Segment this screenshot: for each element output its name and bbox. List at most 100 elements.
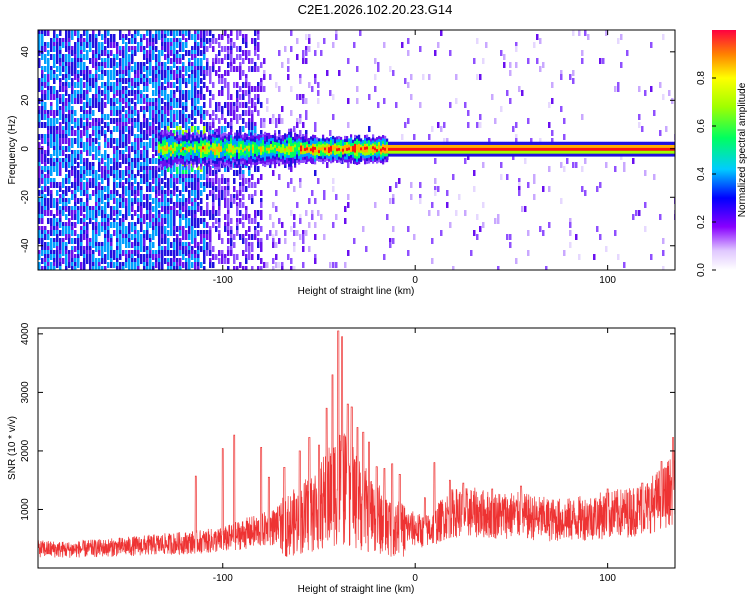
heatmap-cell bbox=[248, 226, 251, 232]
ridge-cell bbox=[298, 158, 301, 162]
ridge-cell bbox=[242, 146, 245, 150]
heatmap-cell bbox=[239, 162, 242, 168]
heatmap-cell bbox=[230, 50, 233, 56]
ridge-cell bbox=[234, 144, 237, 148]
heatmap-cell bbox=[128, 202, 131, 208]
heatmap-cell bbox=[476, 234, 479, 240]
ridge-cell bbox=[216, 152, 219, 156]
heatmap-cell bbox=[215, 54, 218, 60]
heatmap-cell bbox=[203, 246, 206, 252]
ridge-cell bbox=[246, 151, 249, 155]
ridge-cell bbox=[224, 138, 227, 142]
heatmap-cell bbox=[116, 110, 119, 116]
heatmap-cell bbox=[179, 226, 182, 232]
heatmap-cell bbox=[191, 62, 194, 68]
heatmap-cell bbox=[257, 110, 260, 116]
heatmap-cell bbox=[131, 202, 134, 208]
heatmap-cell bbox=[110, 254, 113, 260]
heatmap-cell bbox=[209, 230, 212, 236]
ridge-cell bbox=[380, 148, 383, 152]
ridge-cell bbox=[242, 157, 245, 161]
heatmap-cell bbox=[179, 262, 182, 268]
ridge-cell bbox=[172, 162, 175, 166]
ridge-cell bbox=[192, 155, 195, 159]
heatmap-cell bbox=[62, 250, 65, 256]
heatmap-cell bbox=[104, 138, 107, 144]
heatmap-cell bbox=[569, 222, 572, 228]
ridge-cell bbox=[216, 160, 219, 164]
heatmap-cell bbox=[104, 222, 107, 228]
heatmap-cell bbox=[134, 258, 137, 264]
heatmap-cell bbox=[242, 50, 245, 56]
ridge-cell bbox=[230, 152, 233, 156]
heatmap-cell bbox=[182, 174, 185, 180]
heatmap-cell bbox=[137, 146, 140, 152]
ridge-cell bbox=[196, 152, 199, 156]
heatmap-cell bbox=[53, 202, 56, 208]
ridge-cell bbox=[162, 163, 165, 167]
ridge-cell bbox=[298, 143, 301, 148]
heatmap-cell bbox=[98, 182, 101, 188]
heatmap-cell bbox=[179, 86, 182, 92]
heatmap-cell bbox=[71, 158, 74, 164]
heatmap-cell bbox=[134, 138, 137, 144]
ridge-cell bbox=[290, 163, 293, 167]
heatmap-cell bbox=[77, 82, 80, 88]
heatmap-cell bbox=[191, 46, 194, 52]
heatmap-cell bbox=[146, 142, 149, 148]
heatmap-cell bbox=[236, 266, 239, 270]
ridge-cell bbox=[436, 153, 439, 157]
ridge-cell bbox=[402, 147, 405, 151]
heatmap-cell bbox=[71, 214, 74, 220]
ridge-cell bbox=[196, 141, 199, 145]
heatmap-cell bbox=[317, 98, 320, 104]
ridge-cell bbox=[480, 150, 483, 154]
heatmap-cell bbox=[98, 198, 101, 204]
ridge-cell bbox=[380, 159, 383, 164]
heatmap-cell bbox=[119, 178, 122, 184]
ridge-cell bbox=[362, 148, 365, 152]
heatmap-cell bbox=[326, 70, 329, 76]
ridge-cell bbox=[348, 141, 351, 145]
heatmap-cell bbox=[581, 186, 584, 192]
ridge-cell bbox=[216, 137, 219, 141]
ridge-cell bbox=[424, 144, 427, 148]
ridge-cell bbox=[226, 139, 229, 143]
heatmap-cell bbox=[80, 94, 83, 100]
heatmap-cell bbox=[251, 174, 254, 180]
heatmap-cell bbox=[59, 262, 62, 268]
heatmap-cell bbox=[530, 138, 533, 144]
heatmap-cell bbox=[86, 206, 89, 212]
heatmap-cell bbox=[449, 102, 452, 108]
heatmap-cell bbox=[194, 130, 197, 136]
heatmap-cell bbox=[128, 110, 131, 116]
heatmap-cell bbox=[200, 30, 203, 36]
heatmap-cell bbox=[80, 206, 83, 212]
ridge-cell bbox=[180, 148, 183, 153]
heatmap-cell bbox=[149, 30, 152, 36]
heatmap-cell bbox=[152, 170, 155, 176]
heatmap-cell bbox=[197, 254, 200, 260]
heatmap-cell bbox=[77, 94, 80, 100]
heatmap-cell bbox=[101, 118, 104, 124]
ridge-cell bbox=[388, 153, 391, 157]
heatmap-cell bbox=[521, 206, 524, 212]
heatmap-cell bbox=[227, 186, 230, 192]
heatmap-cell bbox=[194, 174, 197, 180]
heatmap-cell bbox=[95, 150, 98, 156]
heatmap-cell bbox=[572, 30, 575, 36]
heatmap-cell bbox=[101, 170, 104, 176]
heatmap-cell bbox=[86, 198, 89, 204]
heatmap-cell bbox=[47, 202, 50, 208]
heatmap-cell bbox=[134, 234, 137, 240]
heatmap-cell bbox=[125, 58, 128, 64]
ridge-cell bbox=[386, 147, 389, 151]
ridge-cell bbox=[368, 160, 371, 164]
ridge-cell bbox=[476, 144, 479, 148]
heatmap-cell bbox=[281, 262, 284, 268]
heatmap-cell bbox=[59, 46, 62, 52]
heatmap-cell bbox=[119, 170, 122, 176]
heatmap-cell bbox=[152, 206, 155, 212]
heatmap-cell bbox=[194, 34, 197, 40]
heatmap-cell bbox=[65, 166, 68, 172]
